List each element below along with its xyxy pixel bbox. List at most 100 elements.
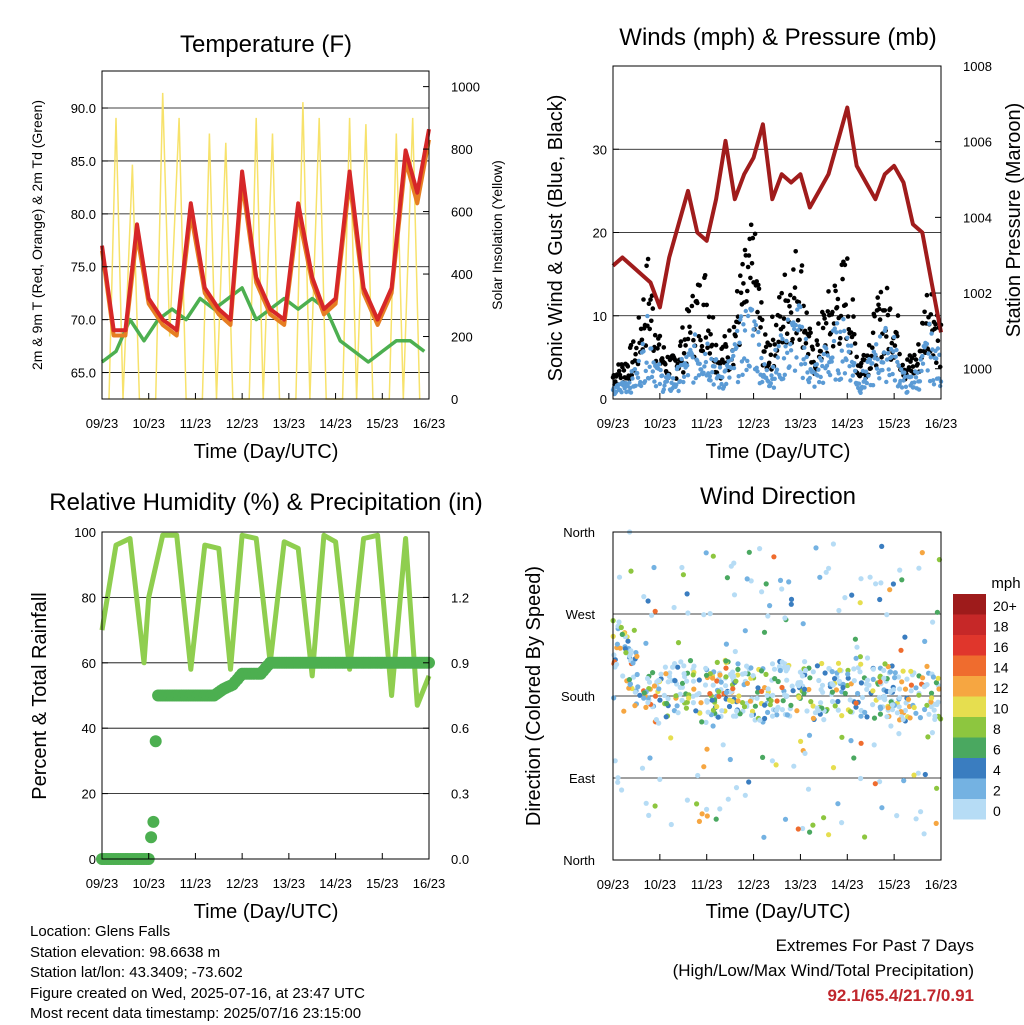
gust-point: [878, 289, 884, 295]
gust-point: [798, 269, 804, 274]
direction-point: [690, 672, 696, 678]
direction-point: [646, 812, 652, 819]
y2-tick-label: 1.2: [451, 590, 469, 605]
direction-point: [714, 678, 720, 684]
wind-point: [732, 342, 737, 347]
direction-point: [902, 634, 908, 640]
wind-point: [782, 372, 787, 377]
direction-point: [836, 678, 843, 684]
direction-point: [891, 687, 897, 693]
extremes-values: 92.1/65.4/21.7/0.91: [827, 986, 974, 1005]
direction-point: [905, 696, 912, 702]
colorbar-swatch: [953, 696, 986, 717]
gust-point: [628, 342, 634, 348]
direction-point: [683, 705, 690, 711]
wind-point: [679, 356, 684, 362]
direction-point: [699, 719, 705, 725]
wind-point: [771, 385, 777, 390]
y-tick-label: 75.0: [71, 260, 96, 275]
direction-point: [854, 644, 860, 650]
wind-point: [768, 381, 773, 386]
gust-point: [717, 361, 723, 367]
direction-point: [929, 695, 935, 701]
gust-point: [706, 328, 711, 334]
wind-point: [638, 379, 643, 385]
wind-point: [803, 336, 809, 342]
direction-point: [652, 803, 658, 809]
direction-point: [934, 609, 941, 615]
colorbar-swatch: [953, 799, 986, 820]
wind-point: [915, 370, 920, 375]
gust-point: [647, 326, 652, 332]
direction-point: [645, 699, 651, 706]
direction-point: [726, 703, 733, 710]
direction-point: [784, 677, 790, 683]
direction-point: [784, 712, 791, 718]
pressure-ylabel: Station Pressure (Maroon): [1003, 103, 1024, 338]
gust-point: [913, 357, 919, 362]
gust-point: [618, 375, 624, 381]
direction-point: [760, 754, 766, 761]
gust-point: [900, 362, 905, 368]
wind-point: [800, 375, 805, 381]
direction-point: [619, 631, 625, 638]
direction-point: [769, 713, 776, 719]
direction-point: [821, 717, 827, 723]
wind-point: [742, 328, 748, 333]
x-tick-label: 10/23: [644, 416, 677, 431]
direction-point: [804, 708, 810, 714]
precip-point: [147, 815, 160, 828]
gust-point: [652, 332, 658, 338]
direction-point: [672, 678, 678, 684]
wind-point: [744, 367, 749, 373]
wind-point: [784, 338, 789, 344]
direction-point: [663, 714, 669, 720]
gust-point: [791, 295, 797, 301]
gust-point: [745, 288, 750, 294]
direction-point: [757, 717, 763, 723]
gust-point: [845, 314, 851, 319]
direction-point: [729, 698, 735, 705]
direction-point: [934, 785, 940, 791]
direction-point: [853, 704, 859, 710]
gust-point: [629, 372, 634, 378]
gust-point: [763, 344, 769, 350]
gust-point: [689, 303, 695, 309]
direction-point: [898, 647, 904, 653]
gust-point: [909, 356, 915, 361]
wind-point: [691, 380, 696, 385]
gust-point: [834, 305, 840, 310]
direction-point: [821, 815, 827, 821]
y-tick-label: 20: [82, 787, 96, 802]
gust-point: [826, 289, 831, 294]
direction-point: [870, 666, 877, 672]
direction-point: [663, 671, 669, 677]
gust-point: [655, 346, 660, 351]
wind-point: [737, 340, 742, 345]
direction-point: [788, 702, 794, 709]
direction-point: [637, 692, 643, 698]
direction-point: [763, 671, 769, 678]
winds-ylabel: Sonic Wind & Gust (Blue, Black): [545, 95, 567, 382]
wind-point: [794, 355, 799, 360]
gust-point: [846, 327, 852, 332]
wind-point: [802, 361, 808, 366]
direction-point: [685, 610, 691, 616]
gust-point: [820, 325, 826, 331]
direction-point: [618, 624, 624, 631]
direction-point: [794, 708, 800, 714]
wind-point: [649, 374, 655, 380]
gust-point: [644, 263, 649, 269]
direction-point: [694, 801, 700, 807]
wind-point: [769, 373, 774, 378]
y-tick-label: West: [566, 607, 596, 622]
wind-point: [741, 322, 746, 327]
y2-tick-label: 200: [451, 330, 473, 345]
direction-point: [829, 698, 836, 705]
direction-point: [717, 806, 723, 812]
wind-point: [807, 375, 812, 381]
wind-point: [863, 377, 868, 382]
colorbar-swatch: [953, 594, 986, 615]
wind-point: [692, 343, 697, 349]
direction-point: [845, 671, 851, 677]
